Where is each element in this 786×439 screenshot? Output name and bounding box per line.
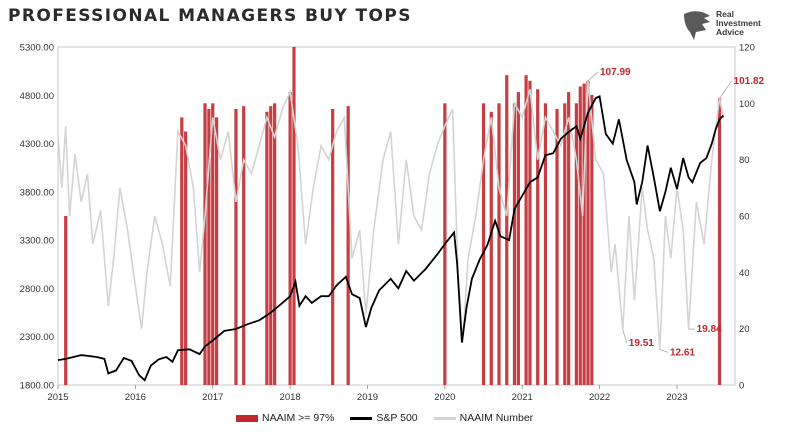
x-axis-tick-label: 2023 <box>666 392 687 403</box>
chart-title: PROFESSIONAL MANAGERS BUY TOPS <box>8 6 412 26</box>
right-axis-tick-label: 100 <box>739 99 755 110</box>
right-axis-tick-label: 40 <box>739 268 750 279</box>
naaim-97-bar <box>497 103 501 385</box>
naaim-97-bar <box>234 108 238 385</box>
naaim-97-bar <box>331 108 335 385</box>
x-axis-tick-label: 2018 <box>280 392 301 403</box>
naaim-97-bar <box>215 117 219 386</box>
naaim-97-bar <box>586 80 590 386</box>
naaim-97-bar <box>582 83 586 385</box>
logo-line-2: Investment <box>716 18 761 28</box>
left-axis-tick-label: 1800.00 <box>20 381 54 392</box>
naaim-97-bar <box>489 111 493 386</box>
legend-label-spx: S&P 500 <box>376 412 418 424</box>
naaim-bars-series <box>64 47 722 386</box>
left-axis-tick-label: 2300.00 <box>20 332 54 343</box>
x-axis-tick-label: 2021 <box>512 392 533 403</box>
x-axis-tick-label: 2016 <box>125 392 146 403</box>
annotation-leader <box>622 329 628 344</box>
naaim-97-bar <box>574 103 578 385</box>
naaim-97-bar <box>555 108 559 385</box>
right-axis-tick-label: 120 <box>739 43 755 54</box>
naaim-97-bar <box>242 106 246 386</box>
legend-swatch-bars <box>236 414 258 422</box>
spx-line-series <box>57 94 725 382</box>
naaim-97-bar <box>64 216 68 385</box>
naaim-97-bar <box>505 75 509 386</box>
annotation-label: 101.82 <box>734 76 765 87</box>
naaim-line-series <box>57 80 725 350</box>
naaim-97-bar <box>567 92 571 386</box>
naaim-97-bar <box>346 106 350 386</box>
naaim-number-line <box>57 80 725 350</box>
naaim-97-bar <box>180 117 184 386</box>
left-axis-tick-label: 3800.00 <box>20 187 54 198</box>
annotation-label: 12.61 <box>670 347 695 358</box>
naaim-97-bar <box>273 103 277 385</box>
legend-item-spx: S&P 500 <box>350 412 418 424</box>
left-axis-tick-label: 5300.00 <box>20 43 54 54</box>
x-axis-tick-label: 2019 <box>357 392 378 403</box>
logo-line-3: Advice <box>716 27 744 37</box>
x-axis-tick-label: 2020 <box>434 392 455 403</box>
left-axis-tick-label: 4800.00 <box>20 91 54 102</box>
naaim-97-bar <box>269 106 273 386</box>
naaim-97-bar <box>578 86 582 385</box>
right-y-axis: 120 100 80 60 40 20 0 <box>739 43 755 392</box>
right-axis-tick-label: 60 <box>739 212 750 223</box>
x-axis-tick-label: 2015 <box>47 392 68 403</box>
spx-line <box>57 94 725 382</box>
annotation-label: 19.84 <box>697 324 722 335</box>
annotation-label: 107.99 <box>600 67 631 78</box>
legend-swatch-spx <box>350 416 373 420</box>
naaim-97-bar <box>211 103 215 385</box>
annotation-leader <box>659 349 669 353</box>
naaim-97-bar <box>536 89 540 385</box>
annotation-label: 19.51 <box>629 338 654 349</box>
logo-line-1: Real <box>716 9 734 19</box>
right-axis-tick-label: 80 <box>739 155 750 166</box>
legend-label-naaim: NAAIM Number <box>459 412 534 424</box>
naaim-97-bar <box>717 98 722 385</box>
x-axis-tick-label: 2017 <box>202 392 223 403</box>
x-axis: 2015 2016 2017 2018 2019 2020 2021 2022 2023 <box>47 385 688 403</box>
legend-swatch-naaim <box>433 416 456 420</box>
left-axis-tick-label: 2800.00 <box>20 284 54 295</box>
right-axis-tick-label: 0 <box>739 381 744 392</box>
legend-item-naaim-number: NAAIM Number <box>433 412 534 424</box>
left-axis-tick-label: 4300.00 <box>20 139 54 150</box>
left-y-axis: 5300.00 4800.00 4300.00 3800.00 3300.00 2800.… <box>20 43 54 392</box>
annotation-layer: 107.99 101.82 19.51 12.61 19.84 <box>587 67 765 358</box>
naaim-97-bar <box>512 103 517 385</box>
naaim-97-bar <box>524 75 528 386</box>
right-axis-tick-label: 20 <box>739 324 750 335</box>
naaim-97-bar <box>563 103 567 385</box>
left-axis-tick-label: 3300.00 <box>20 236 54 247</box>
annotation-leader <box>719 81 732 99</box>
brand-logo-text: Real Investment Advice <box>716 10 761 37</box>
naaim-97-bar <box>516 92 520 386</box>
naaim-97-bar <box>590 94 594 385</box>
naaim-97-bar <box>265 111 269 386</box>
naaim-97-bar <box>528 80 532 386</box>
naaim-97-bar <box>292 47 296 385</box>
plot-area: 107.99 101.82 19.51 12.61 19.84 <box>57 46 765 386</box>
naaim-97-bar <box>184 131 188 385</box>
naaim-97-bar <box>207 108 211 385</box>
naaim-97-bar <box>543 103 548 385</box>
annotation-leader <box>587 71 599 82</box>
x-axis-tick-label: 2022 <box>589 392 610 403</box>
legend-item-naaim-97: NAAIM >= 97% <box>236 412 334 424</box>
chart-legend: NAAIM >= 97% S&P 500 NAAIM Number <box>236 412 549 424</box>
naaim-97-bar <box>481 103 486 385</box>
naaim-97-bar <box>203 103 207 385</box>
legend-label-bars: NAAIM >= 97% <box>262 412 335 424</box>
eagle-head-icon <box>684 11 710 40</box>
naaim-97-bar <box>288 92 292 386</box>
